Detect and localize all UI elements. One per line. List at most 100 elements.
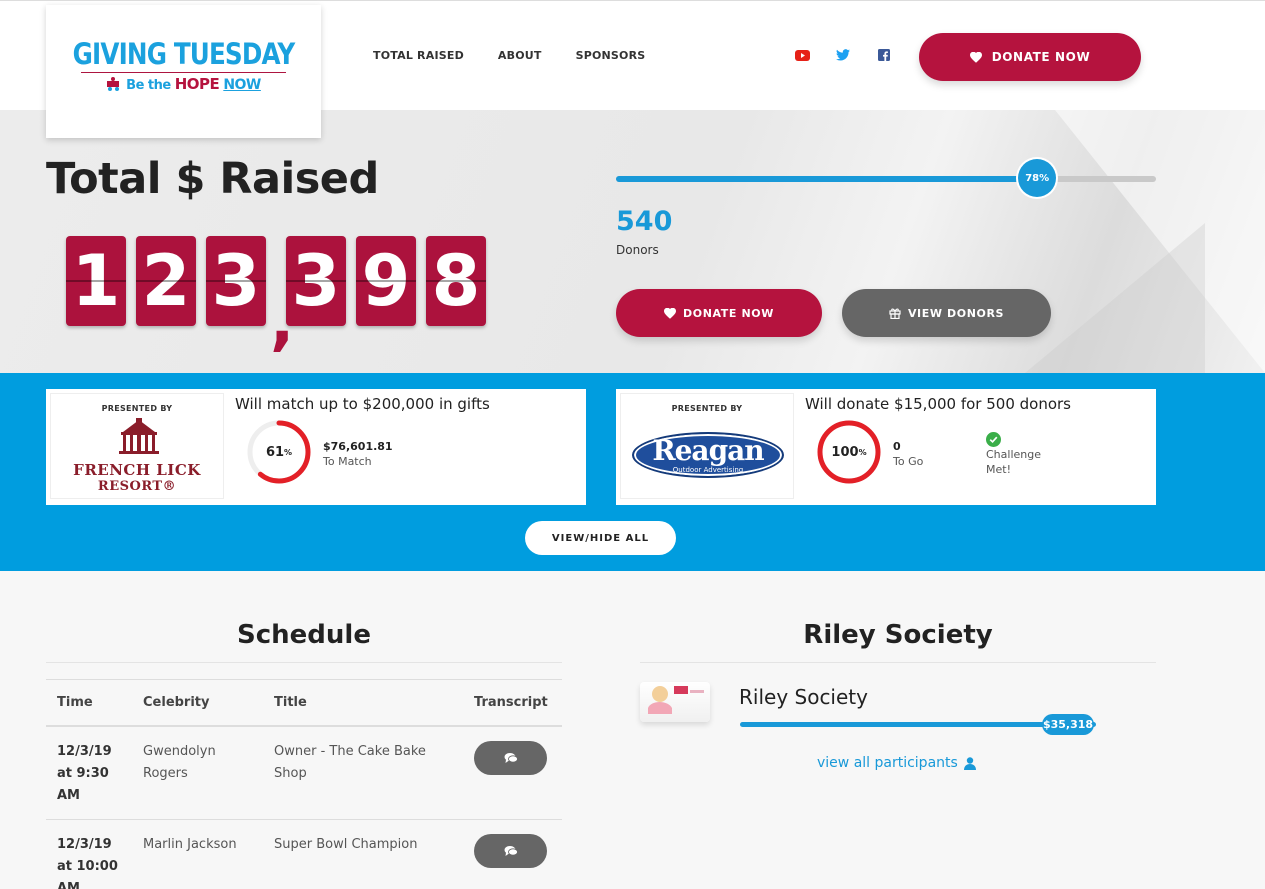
row-time: 12/3/19 at 10:00 AM xyxy=(46,819,132,889)
sponsor-logo-french-lick[interactable]: PRESENTED BY FRENCH LICK RESORT® xyxy=(50,393,224,499)
view-donors-button[interactable]: VIEW DONORS xyxy=(842,289,1051,337)
counter-digit: 9 xyxy=(356,236,416,326)
youtube-icon[interactable] xyxy=(794,47,810,63)
comments-icon xyxy=(504,846,518,856)
twitter-icon[interactable] xyxy=(835,47,851,63)
wagon-icon xyxy=(107,77,120,91)
col-celebrity: Celebrity xyxy=(132,679,263,727)
match-percent: 61% xyxy=(265,444,293,460)
donate-now-hero-label: DONATE NOW xyxy=(683,306,774,320)
check-circle-icon xyxy=(986,432,1001,447)
row-transcript xyxy=(463,819,562,889)
reagan-name: Reagan xyxy=(652,434,764,467)
nav-sponsors[interactable]: SPONSORS xyxy=(575,49,646,62)
row-title: Owner - The Cake Bake Shop xyxy=(263,726,463,820)
match-amount: $76,601.81 xyxy=(323,440,393,453)
sponsor-heading: Will match up to $200,000 in gifts xyxy=(235,395,490,413)
goal-progress-badge: 78% xyxy=(1018,159,1057,197)
nav-about[interactable]: ABOUT xyxy=(497,49,542,62)
sponsor-card-reagan: PRESENTED BY Reagan Outdoor Advertising … xyxy=(616,389,1156,505)
hero-decoration-2 xyxy=(1025,223,1205,373)
nav-total-raised[interactable]: TOTAL RAISED xyxy=(373,49,464,62)
donate-now-button-hero[interactable]: DONATE NOW xyxy=(616,289,822,337)
counter-digit: 8 xyxy=(426,236,486,326)
col-time: Time xyxy=(46,679,132,727)
sponsor-logo-reagan[interactable]: PRESENTED BY Reagan Outdoor Advertising xyxy=(620,393,794,499)
logo-divider xyxy=(81,72,286,73)
match-progress-ring: 61% xyxy=(246,419,312,485)
row-transcript xyxy=(463,726,562,820)
riley-progress-bar xyxy=(740,722,1096,727)
row-title: Super Bowl Champion xyxy=(263,819,463,889)
table-row: 12/3/19 at 9:30 AM Gwendolyn Rogers Owne… xyxy=(46,726,562,820)
presented-by-label: PRESENTED BY xyxy=(671,404,743,413)
transcript-button[interactable] xyxy=(474,741,547,775)
challenge-met-label: Challenge Met! xyxy=(986,448,1041,476)
schedule-title: Schedule xyxy=(237,620,371,650)
riley-amount-badge: $35,318 xyxy=(1042,714,1094,735)
presented-by-label: PRESENTED BY xyxy=(101,404,173,413)
col-title: Title xyxy=(263,679,463,727)
table-header-row: Time Celebrity Title Transcript xyxy=(46,679,562,727)
donate-now-label: DONATE NOW xyxy=(991,50,1091,64)
goal-progress-bar: 78% xyxy=(616,159,1156,197)
logo-hope: HOPE xyxy=(174,75,220,93)
counter-digit: 2 xyxy=(136,236,196,326)
col-transcript: Transcript xyxy=(463,679,562,727)
logo-now: NOW xyxy=(223,77,261,93)
view-donors-label: VIEW DONORS xyxy=(907,306,1005,320)
french-lick-resort: RESORT® xyxy=(97,479,177,494)
sponsor-challenges: PRESENTED BY FRENCH LICK RESORT® Will ma… xyxy=(0,373,1265,571)
schedule-divider xyxy=(46,662,562,663)
sponsor-card-french-lick: PRESENTED BY FRENCH LICK RESORT® Will ma… xyxy=(46,389,586,505)
counter-digit: 3 xyxy=(206,236,266,326)
riley-society-thumbnail[interactable] xyxy=(640,682,710,722)
main-nav: TOTAL RAISED ABOUT SPONSORS xyxy=(373,49,645,62)
reagan-logo-badge: Reagan Outdoor Advertising xyxy=(632,432,784,478)
row-time: 12/3/19 at 9:30 AM xyxy=(46,726,132,820)
table-row: 12/3/19 at 10:00 AM Marlin Jackson Super… xyxy=(46,819,562,889)
row-celebrity: Marlin Jackson xyxy=(132,819,263,889)
heart-icon xyxy=(664,307,677,319)
riley-divider xyxy=(640,662,1156,663)
match-amount-label: To Match xyxy=(323,455,372,468)
logo-be-the: Be the xyxy=(126,78,171,93)
reagan-tagline: Outdoor Advertising xyxy=(672,466,744,474)
hero-decoration xyxy=(1055,110,1265,373)
donors-label: Donors xyxy=(616,243,659,257)
view-all-participants-label: view all participants xyxy=(817,755,958,771)
child-photo-icon xyxy=(648,686,704,714)
counter-digit: 3 xyxy=(286,236,346,326)
row-celebrity: Gwendolyn Rogers xyxy=(132,726,263,820)
site-header: GIVING TUESDAY Be the HOPE NOW TOTAL RAI… xyxy=(0,0,1265,138)
view-hide-all-button[interactable]: VIEW/HIDE ALL xyxy=(525,521,676,555)
view-all-participants-link[interactable]: view all participants xyxy=(817,755,976,771)
donor-progress-ring: 100% xyxy=(816,419,882,485)
french-lick-name: FRENCH LICK xyxy=(73,461,201,479)
french-lick-building-icon xyxy=(119,418,159,454)
facebook-icon[interactable] xyxy=(876,47,892,63)
heart-icon xyxy=(969,51,982,63)
riley-society-name[interactable]: Riley Society xyxy=(739,685,868,709)
comments-icon xyxy=(504,753,518,763)
remaining-amount: 0 xyxy=(893,440,901,453)
total-counter: 1 2 3 , 3 9 8 xyxy=(66,236,496,354)
donors-count: 540 xyxy=(616,206,673,237)
giving-tuesday-logo[interactable]: GIVING TUESDAY Be the HOPE NOW xyxy=(46,5,321,138)
remaining-label: To Go xyxy=(893,455,924,468)
sponsor-heading: Will donate $15,000 for 500 donors xyxy=(805,395,1072,413)
user-icon xyxy=(963,756,976,770)
transcript-button[interactable] xyxy=(474,834,547,868)
donor-percent: 100% xyxy=(831,444,867,460)
gift-icon xyxy=(889,308,901,319)
schedule-table: Time Celebrity Title Transcript 12/3/19 … xyxy=(46,679,562,889)
total-raised-title: Total $ Raised xyxy=(46,154,379,204)
logo-title: GIVING TUESDAY xyxy=(72,37,296,71)
logo-tagline: Be the HOPE NOW xyxy=(46,75,321,93)
donate-now-button[interactable]: DONATE NOW xyxy=(919,33,1141,81)
social-links xyxy=(794,47,892,63)
counter-digit: 1 xyxy=(66,236,126,326)
total-raised-hero: Total $ Raised 1 2 3 , 3 9 8 78% 540 Don… xyxy=(0,110,1265,373)
goal-progress-fill xyxy=(616,176,1038,182)
challenge-met-status: Challenge Met! xyxy=(986,432,1066,477)
